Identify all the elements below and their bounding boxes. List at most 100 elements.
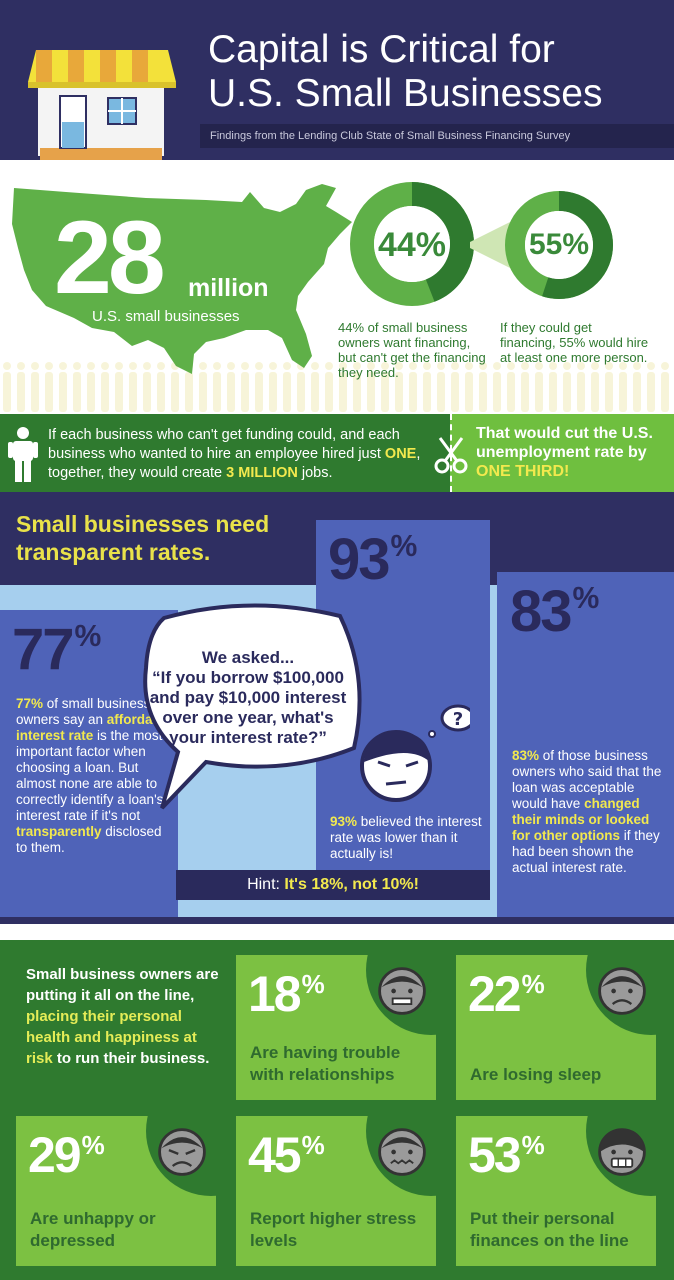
donut-55-label: 55% xyxy=(528,228,590,261)
text-77-a: 77% xyxy=(16,696,44,711)
map-caption: U.S. small businesses xyxy=(92,308,240,325)
health-card-22: 22% Are losing sleep xyxy=(456,955,656,1100)
bubble-line-2b: borrow $100,000 xyxy=(210,668,344,687)
health-intro-1: Small business owners are putting it all… xyxy=(26,966,219,1004)
text-77-e: transparently xyxy=(16,824,102,839)
pct-83-sign: % xyxy=(572,582,600,615)
donut-55-icon xyxy=(505,191,613,299)
person-icon xyxy=(8,427,38,482)
page-title: Capital is Critical for U.S. Small Busin… xyxy=(208,28,668,116)
pct-83-value: 83 xyxy=(510,579,572,644)
us-map-icon xyxy=(12,184,352,374)
health-intro-2: to run their business. xyxy=(52,1050,210,1067)
text-93: 93% believed the interest rate was lower… xyxy=(330,814,490,862)
jobs-text-1: If each business who can't get funding c… xyxy=(48,427,400,462)
health-card-29: 29% Are unhappy or depressed xyxy=(16,1116,216,1266)
text-83: 83% of those business owners who said th… xyxy=(512,748,670,876)
text-83-a: 83% xyxy=(512,748,540,763)
text-83-d: if they had been shown the actual intere… xyxy=(512,828,660,875)
confused-face-icon: ? xyxy=(360,704,470,802)
card-pct-value: 22 xyxy=(468,966,522,1022)
title-line-1: Capital is Critical for xyxy=(208,28,555,71)
sad-face-icon xyxy=(598,967,646,1015)
card-pct: 22% xyxy=(468,965,545,1023)
pct-93: 93% xyxy=(328,526,418,593)
scissors-icon xyxy=(434,437,468,474)
bubble-line-2: “If you borrow $100,000 xyxy=(148,668,348,688)
card-pct-sign: % xyxy=(81,1130,105,1160)
text-77: 77% of small business owners say an affo… xyxy=(16,696,176,856)
card-pct-value: 18 xyxy=(248,966,302,1022)
card-pct-sign: % xyxy=(301,969,325,999)
title-line-2: U.S. Small Businesses xyxy=(208,72,603,115)
health-card-53: 53% Put their personal finances on the li… xyxy=(456,1116,656,1266)
unemployment-text: That would cut the U.S. unemployment rat… xyxy=(476,424,668,481)
rates-title: Small businesses need transparent rates. xyxy=(16,511,270,565)
text-77-f: disclosed to them. xyxy=(16,824,162,855)
card-pct: 45% xyxy=(248,1126,325,1184)
connector-beam-icon xyxy=(470,220,514,270)
health-intro: Small business owners are putting it all… xyxy=(26,964,222,1069)
bubble-line-1: We asked... xyxy=(201,648,295,667)
card-pct-value: 45 xyxy=(248,1127,302,1183)
big-number-unit: million xyxy=(188,274,269,302)
stressed-face-icon xyxy=(378,1128,426,1176)
grimace-face-icon xyxy=(378,967,426,1015)
unemployment-panel xyxy=(450,414,674,492)
pct-77: 77% xyxy=(12,616,102,683)
jobs-em-one: ONE xyxy=(384,446,417,462)
donut-44-label: 44% xyxy=(377,226,447,264)
pct-83: 83% xyxy=(510,578,600,645)
bubble-text: We asked... “If you borrow $100,000 and … xyxy=(148,648,348,748)
pct-93-sign: % xyxy=(390,530,418,563)
card-pct-sign: % xyxy=(521,1130,545,1160)
unemployment-em: ONE THIRD! xyxy=(476,463,570,480)
hint-bar xyxy=(176,870,490,900)
map-section: 28 million U.S. small businesses 44% 55%… xyxy=(0,160,674,414)
health-card-45: 45% Report higher stress levels xyxy=(236,1116,436,1266)
depressed-face-icon xyxy=(158,1128,206,1176)
people-pattern-icon xyxy=(0,356,674,414)
unemployment-text-1: That would cut the U.S. unemployment rat… xyxy=(476,425,653,461)
svg-text:?: ? xyxy=(453,709,463,730)
health-intro-em: placing their personal health and happin… xyxy=(26,1008,197,1067)
jobs-text-3: jobs. xyxy=(297,465,333,481)
pct-93-value: 93 xyxy=(328,527,390,592)
card-pct-value: 53 xyxy=(468,1127,522,1183)
card-pct-sign: % xyxy=(301,1130,325,1160)
hint-text: Hint: It's 18%, not 10%! xyxy=(176,876,490,894)
card-label: Are losing sleep xyxy=(470,1065,602,1084)
pct-77-sign: % xyxy=(74,620,102,653)
card-pct-value: 29 xyxy=(28,1127,82,1183)
text-77-d: is the most important factor when choosi… xyxy=(16,728,164,823)
bubble-line-3: and pay $10,000 interest over one year, … xyxy=(149,688,347,747)
donut-44-icon xyxy=(350,182,474,306)
jobs-panel xyxy=(0,414,450,492)
card-label: Report higher stress levels xyxy=(250,1209,417,1250)
card-label: Put their personal finances on the line xyxy=(470,1209,629,1250)
storefront-icon xyxy=(28,50,176,160)
bubble-line-2a: “If you xyxy=(152,668,211,687)
text-77-b: of small business owners say an xyxy=(16,696,151,727)
donut-55-note: If they could get financing, 55% would h… xyxy=(500,320,649,365)
big-number: 28 xyxy=(54,200,166,316)
card-pct-sign: % xyxy=(521,969,545,999)
health-card-18: 18% Are having trouble with relationships xyxy=(236,955,436,1100)
jobs-text-2: , together, they would create xyxy=(48,446,421,481)
card-pct: 18% xyxy=(248,965,325,1023)
card-pct: 53% xyxy=(468,1126,545,1184)
jobs-em-3-million: 3 MILLION xyxy=(226,465,298,481)
text-93-b: believed the interest rate was lower tha… xyxy=(330,814,482,861)
donut-44-note: 44% of small business owners want financ… xyxy=(338,320,486,380)
text-83-b: of those business owners who said that t… xyxy=(512,748,662,811)
hint-value: It's 18%, not 10%! xyxy=(284,876,419,893)
text-93-a: 93% xyxy=(330,814,358,829)
card-label: Are having trouble with relationships xyxy=(250,1043,401,1084)
hint-label: Hint: xyxy=(247,876,285,893)
subtitle-bar xyxy=(200,124,674,148)
card-label: Are unhappy or depressed xyxy=(30,1209,156,1250)
pct-77-value: 77 xyxy=(12,617,74,682)
teeth-face-icon xyxy=(598,1128,646,1176)
jobs-text: If each business who can't get funding c… xyxy=(48,426,444,483)
text-83-c: changed their minds or looked for other … xyxy=(512,796,650,843)
